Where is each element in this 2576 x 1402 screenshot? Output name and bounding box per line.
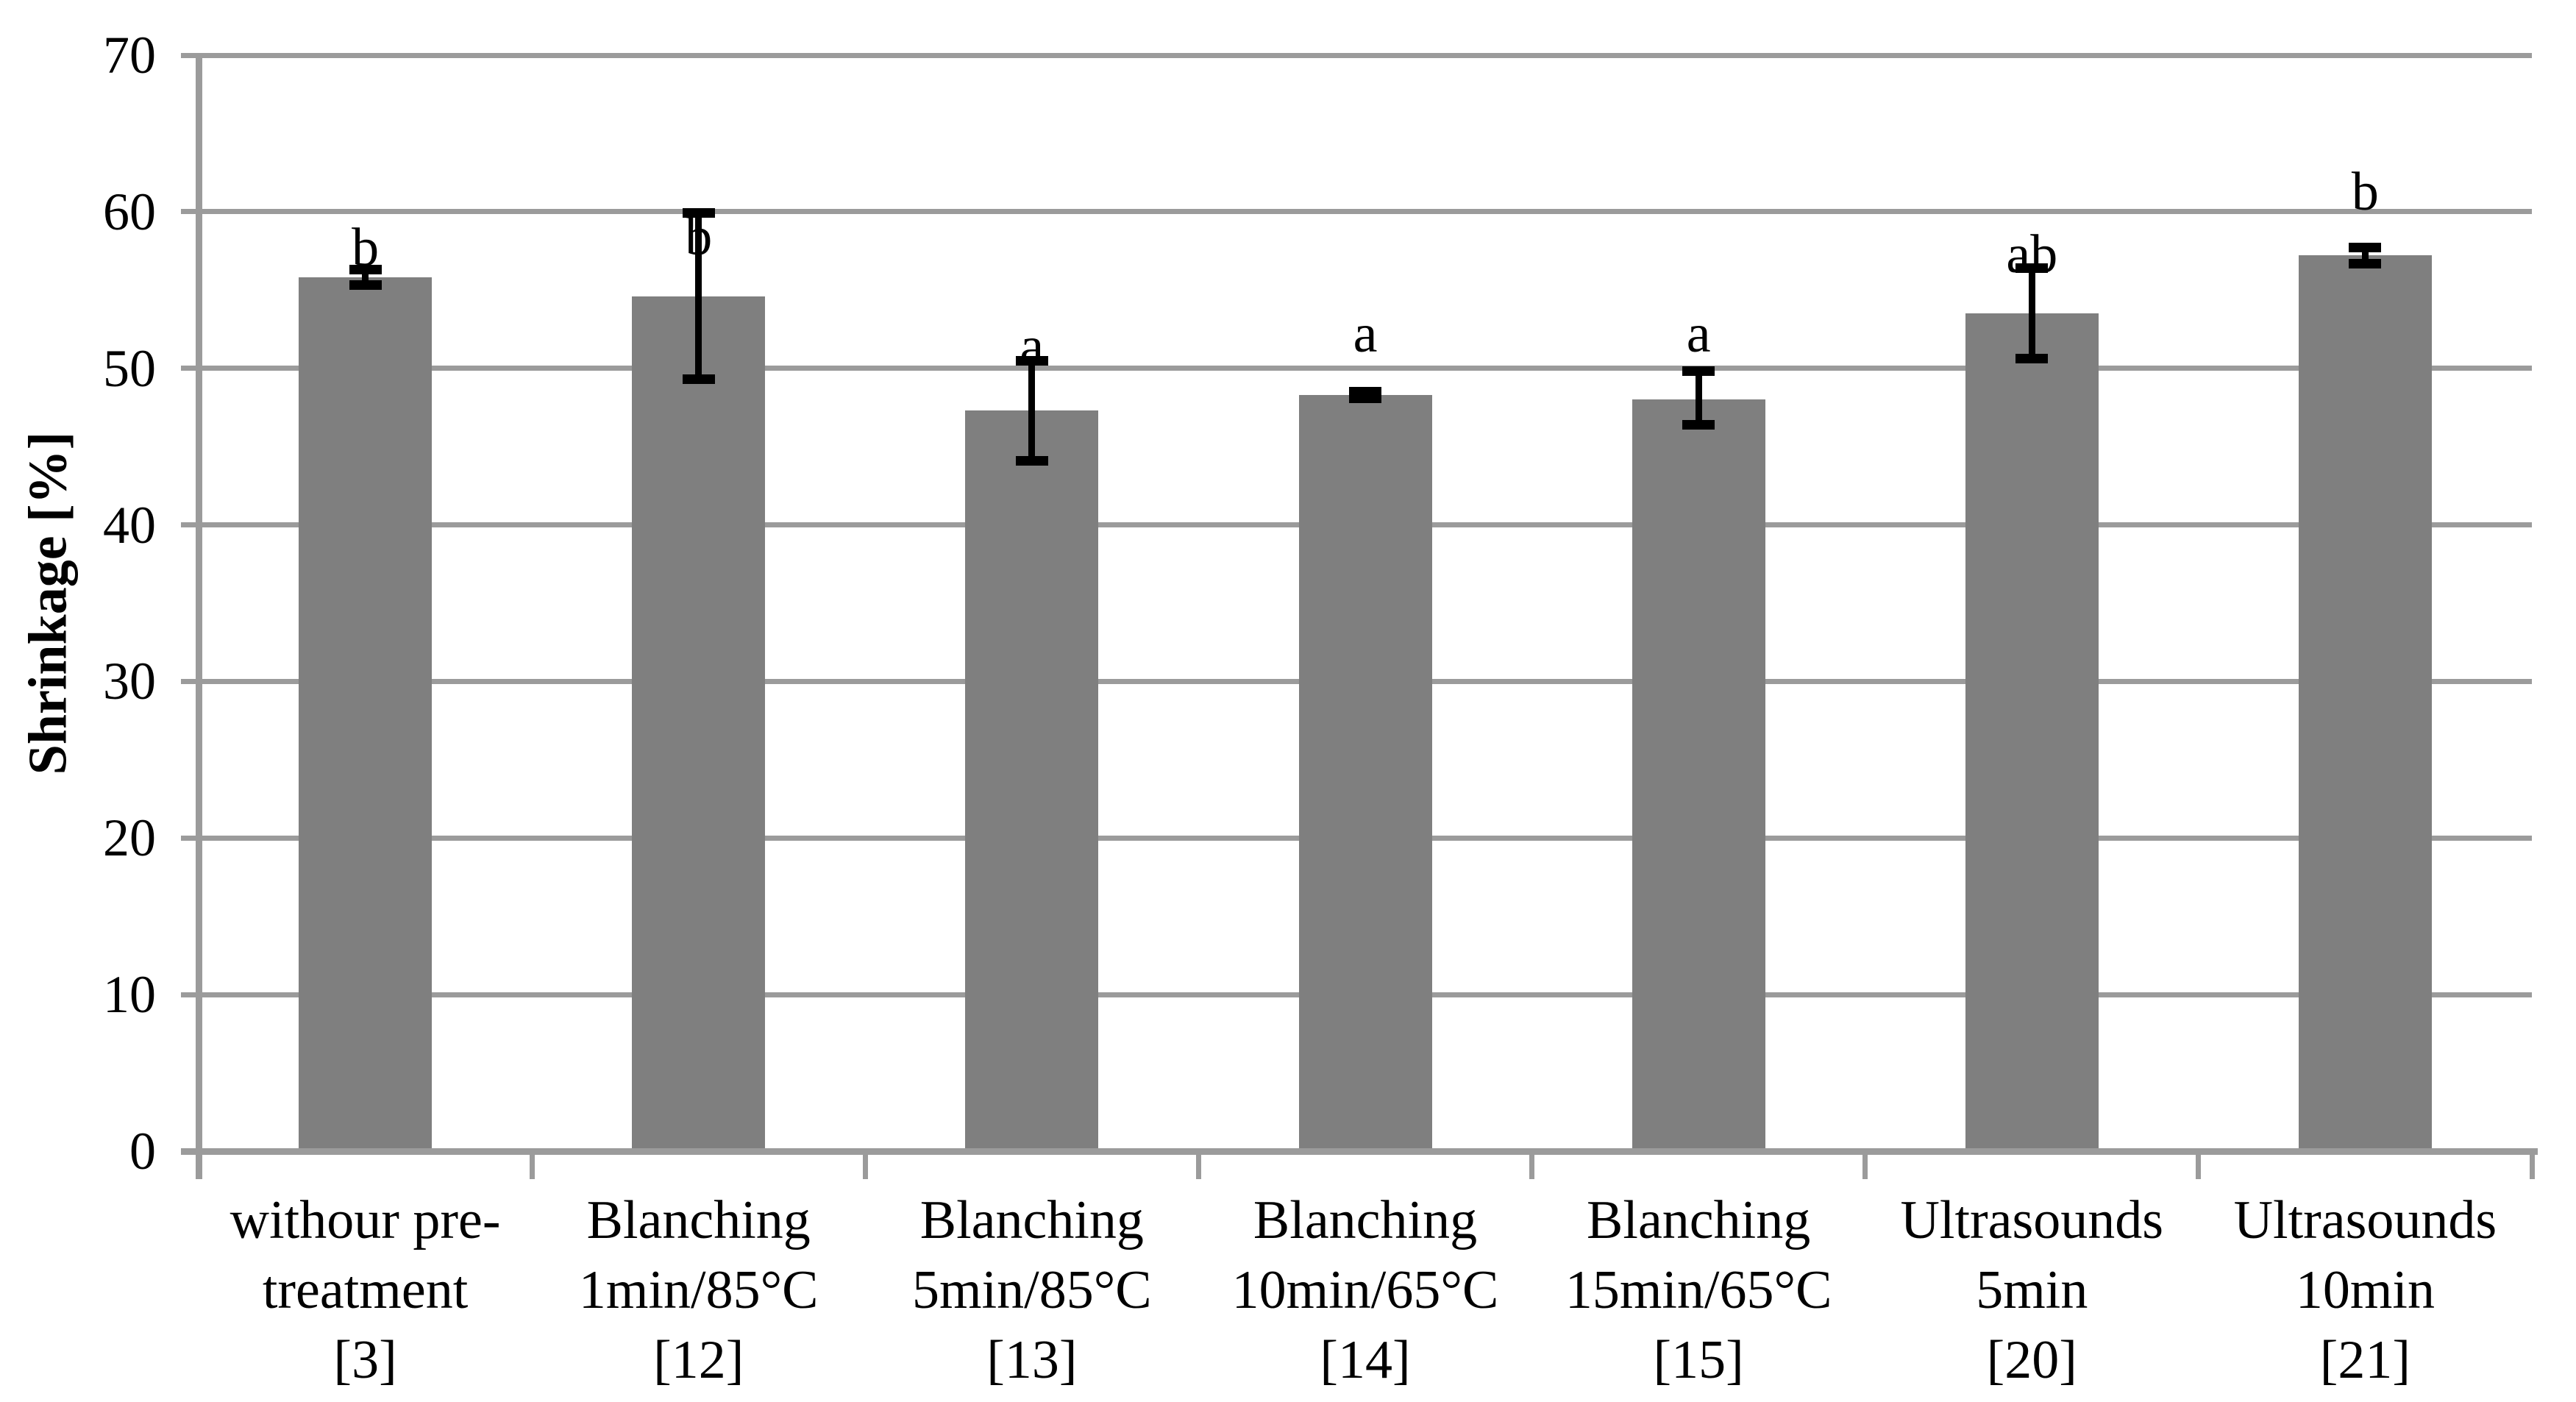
x-category-label-6: Ultrasounds 5min [20] xyxy=(1900,1190,2164,1390)
x-category-label-3: Blanching 5min/85°C [13] xyxy=(912,1190,1152,1390)
gridline-50 xyxy=(199,366,2532,371)
bar-6 xyxy=(1965,313,2099,1151)
sig-letter-7: b xyxy=(2351,161,2379,222)
x-category-label-4: Blanching 10min/65°C [14] xyxy=(1231,1190,1499,1390)
bar-2 xyxy=(632,296,766,1151)
error-bar-line-6 xyxy=(2028,268,2035,359)
y-tick-50 xyxy=(181,366,199,371)
error-bar-line-2 xyxy=(695,213,702,380)
x-category-label-2: Blanching 1min/85°C [12] xyxy=(578,1190,819,1390)
error-bar-line-1 xyxy=(362,269,369,285)
y-tick-10 xyxy=(181,992,199,997)
bar-3 xyxy=(965,410,1099,1151)
x-boundary-tick-3 xyxy=(1195,1151,1201,1179)
y-tick-label-60: 60 xyxy=(103,182,156,241)
y-tick-label-30: 30 xyxy=(103,652,156,711)
error-bar-cap-bottom-6 xyxy=(2015,354,2049,364)
x-category-label-1: withour pre- treatment [3] xyxy=(230,1190,501,1390)
gridline-60 xyxy=(199,209,2532,215)
sig-letter-5: a xyxy=(1686,304,1711,365)
error-bar-cap-bottom-3 xyxy=(1015,455,1048,466)
error-bar-cap-top-1 xyxy=(349,265,382,275)
x-axis-line xyxy=(181,1147,2538,1155)
y-tick-70 xyxy=(181,52,199,58)
x-boundary-tick-6 xyxy=(2196,1151,2202,1179)
x-boundary-tick-7 xyxy=(2529,1151,2535,1179)
error-bar-line-7 xyxy=(2361,247,2369,264)
error-bar-cap-bottom-2 xyxy=(682,374,715,385)
x-category-label-5: Blanching 15min/65°C [15] xyxy=(1565,1190,1832,1390)
error-bar-cap-top-2 xyxy=(682,208,715,218)
error-bar-cap-top-6 xyxy=(2015,263,2049,273)
sig-letter-1: b xyxy=(352,218,380,279)
bar-7 xyxy=(2298,255,2432,1151)
error-bar-cap-bottom-4 xyxy=(1349,393,1381,403)
error-bar-cap-top-3 xyxy=(1015,355,1048,366)
x-boundary-tick-5 xyxy=(1862,1151,1868,1179)
sig-letter-2: b xyxy=(685,207,713,268)
x-boundary-tick-1 xyxy=(529,1151,535,1179)
error-bar-cap-top-7 xyxy=(2349,243,2382,253)
sig-letter-4: a xyxy=(1353,304,1378,365)
y-tick-label-70: 70 xyxy=(103,26,156,85)
error-bar-line-5 xyxy=(1695,371,1702,425)
bar-1 xyxy=(299,277,433,1151)
error-bar-cap-top-5 xyxy=(1682,366,1715,377)
y-tick-20 xyxy=(181,835,199,841)
x-boundary-tick-4 xyxy=(1529,1151,1535,1179)
error-bar-cap-bottom-5 xyxy=(1682,419,1715,430)
error-bar-line-3 xyxy=(1028,360,1036,461)
bar-5 xyxy=(1632,399,1765,1151)
y-axis-title: Shrinkage [%] xyxy=(18,431,79,775)
error-bar-cap-bottom-7 xyxy=(2349,258,2382,268)
y-tick-60 xyxy=(181,209,199,215)
bar-4 xyxy=(1298,394,1432,1151)
x-boundary-tick-2 xyxy=(862,1151,868,1179)
y-tick-label-10: 10 xyxy=(103,965,156,1025)
gridline-70 xyxy=(199,52,2532,58)
error-bar-cap-bottom-1 xyxy=(349,280,382,291)
y-tick-label-0: 0 xyxy=(129,1122,156,1181)
sig-letter-6: ab xyxy=(2006,224,2058,285)
y-axis-line xyxy=(195,55,202,1179)
y-tick-label-20: 20 xyxy=(103,808,156,868)
y-tick-30 xyxy=(181,678,199,684)
sig-letter-3: a xyxy=(1020,316,1045,377)
y-tick-40 xyxy=(181,522,199,528)
y-tick-label-50: 50 xyxy=(103,338,156,398)
x-category-label-7: Ultrasounds 10min [21] xyxy=(2233,1190,2497,1390)
y-tick-label-40: 40 xyxy=(103,495,156,555)
